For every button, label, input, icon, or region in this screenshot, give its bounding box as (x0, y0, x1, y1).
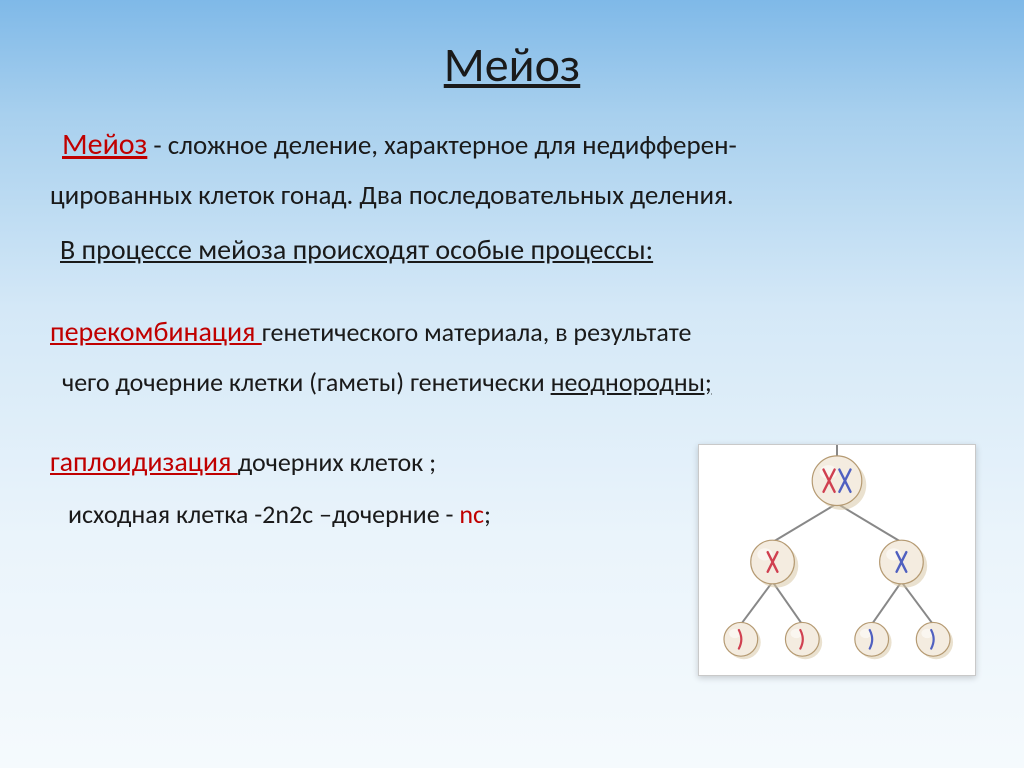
intro-term: Мейоз (62, 126, 147, 163)
process1-term: перекомбинация (50, 314, 262, 349)
process1-rest1: генетического материала, в результате (262, 316, 692, 348)
process2-rest: дочерних клеток ; (238, 446, 436, 478)
process2-term: гаплоидизация (50, 444, 238, 479)
process2-nc: nc (459, 498, 484, 530)
intro-rest-1: - сложное деление, характерное для недиф… (147, 129, 736, 162)
process1-line-2: чего дочерние клетки (гаметы) генетическ… (50, 362, 974, 402)
meiosis-diagram (698, 444, 976, 676)
intro-line-1: Мейоз - сложное деление, характерное для… (50, 122, 974, 169)
subheading: В процессе мейоза происходят особые проц… (50, 228, 974, 271)
process2-line2a: исходная клетка -2n2c –дочерние - (68, 498, 459, 530)
process1-line2u: неоднородны; (551, 366, 712, 398)
slide-title: Мейоз (50, 35, 974, 94)
intro-line-2: цированных клеток гонад. Два последовате… (50, 175, 974, 217)
diagram-svg (699, 445, 975, 675)
process1-line-1: перекомбинация генетического материала, … (50, 310, 974, 354)
process2-line2b: ; (484, 498, 491, 530)
process1-line2a: чего дочерние клетки (гаметы) генетическ… (62, 366, 551, 398)
